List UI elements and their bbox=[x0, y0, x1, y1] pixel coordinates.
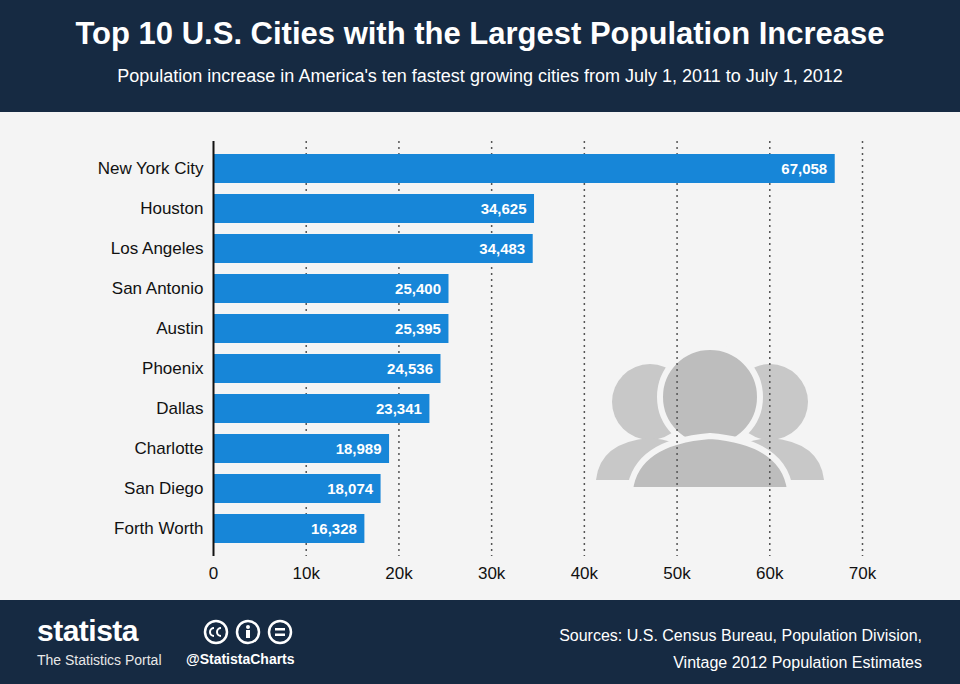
svg-text:34,483: 34,483 bbox=[479, 240, 525, 257]
svg-text:Austin: Austin bbox=[156, 319, 203, 338]
svg-text:20k: 20k bbox=[385, 564, 413, 583]
svg-text:Forth Worth: Forth Worth bbox=[114, 519, 203, 538]
svg-text:Los Angeles: Los Angeles bbox=[111, 239, 204, 258]
svg-text:Dallas: Dallas bbox=[156, 399, 203, 418]
html-text:The Statistics Portal: The Statistics Portal bbox=[37, 652, 162, 668]
svg-text:18,074: 18,074 bbox=[327, 480, 374, 497]
svg-text:10k: 10k bbox=[293, 564, 321, 583]
svg-text:New York City: New York City bbox=[98, 159, 204, 178]
html-text:statista: statista bbox=[37, 614, 138, 647]
svg-text:San Diego: San Diego bbox=[124, 479, 203, 498]
svg-text:30k: 30k bbox=[478, 564, 506, 583]
svg-text:Houston: Houston bbox=[140, 199, 203, 218]
svg-text:70k: 70k bbox=[849, 564, 877, 583]
svg-text:23,341: 23,341 bbox=[376, 400, 422, 417]
svg-text:67,058: 67,058 bbox=[781, 160, 827, 177]
svg-text:25,395: 25,395 bbox=[395, 320, 441, 337]
svg-text:18,989: 18,989 bbox=[336, 440, 382, 457]
svg-text:34,625: 34,625 bbox=[481, 200, 527, 217]
html-text:@StatistaCharts: @StatistaCharts bbox=[186, 651, 295, 667]
html-text:Sources: U.S. Census Bureau, P: Sources: U.S. Census Bureau, Population … bbox=[559, 627, 922, 644]
svg-text:16,328: 16,328 bbox=[311, 520, 357, 537]
svg-text:San Antonio: San Antonio bbox=[112, 279, 204, 298]
svg-text:25,400: 25,400 bbox=[395, 280, 441, 297]
html-text:Vintage 2012 Population Estima: Vintage 2012 Population Estimates bbox=[673, 654, 922, 671]
html-text:Population increase in America: Population increase in America's ten fas… bbox=[117, 66, 843, 86]
svg-text:50k: 50k bbox=[663, 564, 691, 583]
svg-text:Phoenix: Phoenix bbox=[142, 359, 204, 378]
svg-text:60k: 60k bbox=[756, 564, 784, 583]
svg-text:0: 0 bbox=[209, 564, 218, 583]
svg-text:40k: 40k bbox=[571, 564, 599, 583]
html-text:Top 10 U.S. Cities with the La: Top 10 U.S. Cities with the Largest Popu… bbox=[75, 16, 885, 51]
svg-text:Charlotte: Charlotte bbox=[135, 439, 204, 458]
svg-text:24,536: 24,536 bbox=[387, 360, 433, 377]
